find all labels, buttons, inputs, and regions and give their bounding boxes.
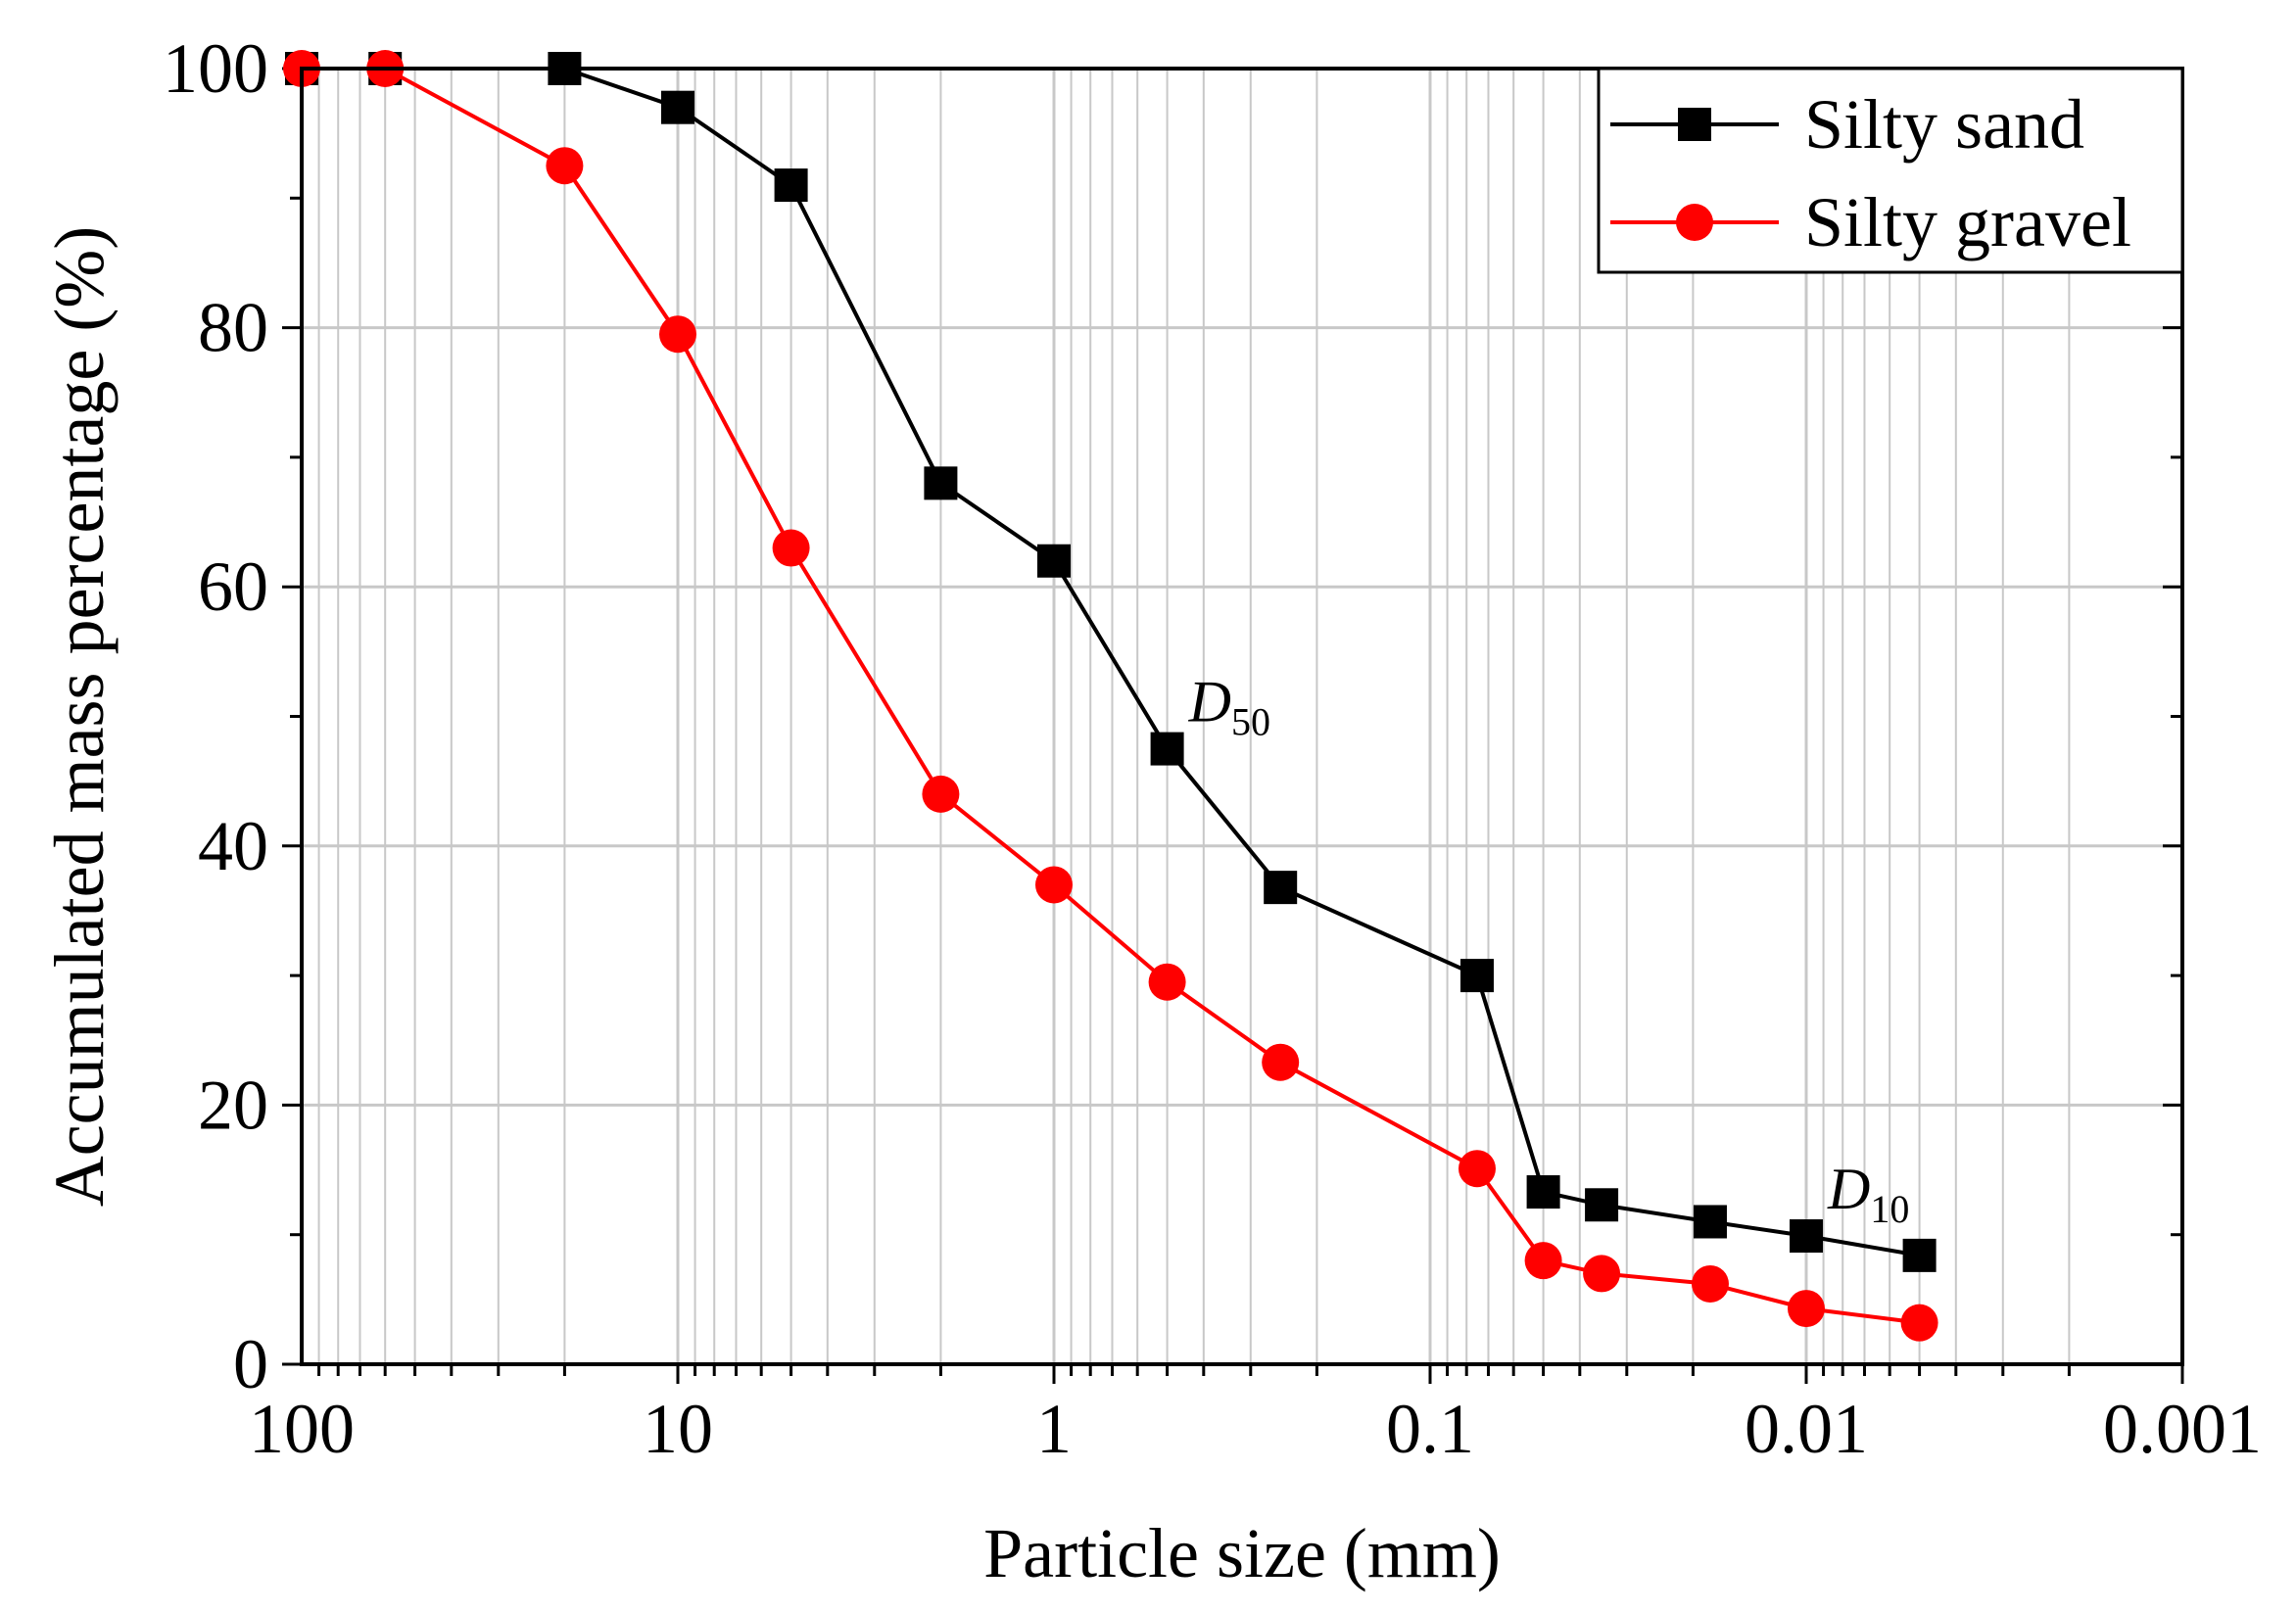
series-layer <box>283 50 1938 1342</box>
legend-label: Silty gravel <box>1804 183 2131 261</box>
x-tick-label: 1 <box>1036 1390 1072 1468</box>
grid <box>302 69 2184 1364</box>
data-point <box>1459 959 1494 993</box>
y-axis-title: Accumulated mass percentage (%) <box>40 226 119 1208</box>
data-point <box>1150 732 1184 766</box>
y-tick-label: 40 <box>198 807 268 885</box>
data-point <box>1693 1205 1727 1239</box>
data-point <box>1524 1242 1562 1280</box>
data-point <box>659 315 696 354</box>
annotation-letter: D <box>1827 1157 1870 1221</box>
data-point <box>1148 963 1186 1001</box>
legend-item: Silty sand <box>1610 85 2084 164</box>
legend: Silty sand Silty gravel <box>1597 67 2184 274</box>
data-point <box>1676 204 1713 241</box>
data-point <box>1262 1043 1300 1081</box>
data-point <box>922 775 960 813</box>
series-silty-gravel <box>283 50 1938 1342</box>
data-point <box>772 529 810 567</box>
data-point <box>1902 1238 1937 1272</box>
y-tick-label: 60 <box>198 547 268 626</box>
data-point <box>774 168 808 203</box>
data-point <box>1526 1175 1560 1210</box>
data-point <box>1678 108 1711 141</box>
annotation-label: D50 <box>1188 670 1270 744</box>
tick-labels: 0 20 40 60 80 100 100 10 1 0.1 0.01 0.001 <box>163 29 2262 1468</box>
data-point <box>1458 1150 1496 1188</box>
legend-item: Silty gravel <box>1610 183 2131 261</box>
x-axis-title: Particle size (mm) <box>983 1514 1501 1592</box>
data-point <box>1691 1264 1729 1303</box>
y-tick-label: 0 <box>233 1325 268 1403</box>
data-point <box>1585 1188 1619 1222</box>
data-point <box>1790 1219 1823 1254</box>
x-tick-label: 100 <box>249 1390 355 1468</box>
x-tick-label: 0.1 <box>1386 1390 1474 1468</box>
x-tick-label: 10 <box>643 1390 713 1468</box>
data-point <box>546 147 584 185</box>
data-point <box>1583 1255 1621 1293</box>
annotation-label: D10 <box>1827 1157 1909 1231</box>
annotation-letter: D <box>1188 670 1231 735</box>
data-point <box>1037 544 1071 578</box>
legend-label: Silty sand <box>1804 85 2084 164</box>
data-point <box>1035 866 1073 904</box>
annotation-subscript: 10 <box>1870 1187 1909 1231</box>
data-point <box>661 90 694 124</box>
y-tick-label: 20 <box>198 1066 268 1144</box>
plot-frame <box>300 67 2184 1366</box>
data-point <box>1900 1304 1938 1342</box>
x-tick-label: 0.01 <box>1745 1390 1868 1468</box>
y-tick-label: 80 <box>198 289 268 367</box>
annotation-subscript: 50 <box>1231 700 1270 744</box>
data-point <box>1264 871 1298 905</box>
data-point <box>924 466 958 500</box>
data-point <box>1788 1290 1825 1328</box>
y-tick-label: 100 <box>163 29 268 108</box>
x-tick-label: 0.001 <box>2103 1390 2262 1468</box>
